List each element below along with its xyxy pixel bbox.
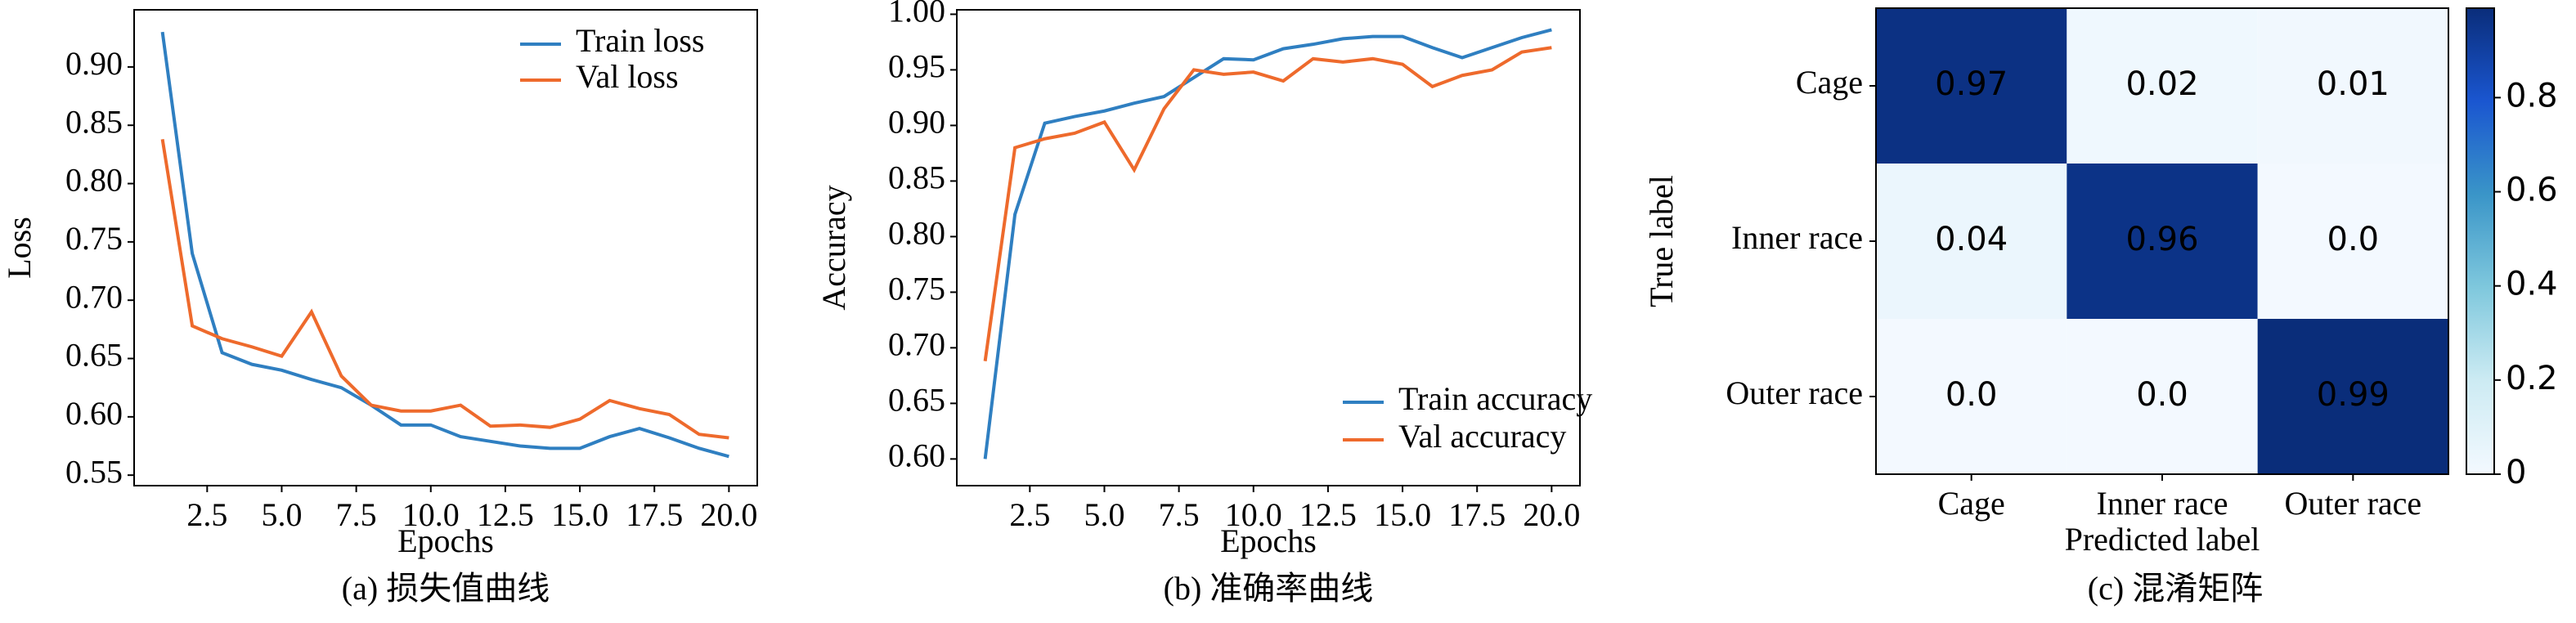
y-tick-label: 0.70 — [888, 326, 945, 363]
line — [983, 46, 1552, 361]
cell-label: 0.04 — [1935, 221, 2008, 258]
x-tick-label: 17.5 — [1448, 496, 1506, 533]
y-tick-label: 0.95 — [888, 48, 945, 85]
heatmap-cell — [2257, 8, 2448, 164]
x-tick-label: 2.5 — [1009, 496, 1050, 533]
y-tick-label: 0.70 — [65, 278, 123, 315]
colorbar-tick-label: 0 — [2506, 454, 2526, 491]
y-tick-label: 0.75 — [65, 220, 123, 257]
x-tick-label: 10.0 — [1225, 496, 1282, 533]
y-tick-label: 0.65 — [888, 382, 945, 419]
x-tick-label: 10.0 — [402, 496, 460, 533]
caption: (b) 准确率曲线 — [1164, 570, 1374, 607]
x-tick-label: 20.0 — [1523, 496, 1580, 533]
x-tick-label: 15.0 — [1374, 496, 1431, 533]
y-tick-label: Outer race — [1726, 374, 1863, 411]
y-tick-label: 1.00 — [888, 0, 945, 29]
cell-label: 0.02 — [2125, 65, 2198, 103]
x-tick-label: 17.5 — [626, 496, 683, 533]
colorbar-tick-label: 0.4 — [2506, 266, 2558, 303]
plot-frame — [133, 9, 758, 486]
cell-label: 0.0 — [2136, 376, 2188, 414]
colorbar — [2466, 7, 2495, 475]
cell-label: 0.01 — [2317, 65, 2390, 103]
line — [983, 28, 1552, 459]
x-tick-label: Inner race — [2097, 485, 2228, 522]
y-tick-label: 0.85 — [888, 159, 945, 196]
heatmap-cell — [1876, 319, 2067, 474]
legend-label: Val accuracy — [1398, 418, 1566, 455]
cell-label: 0.0 — [1945, 376, 1998, 414]
heatmap-cell — [2257, 164, 2448, 319]
x-tick-label: 15.0 — [551, 496, 608, 533]
y-tick-label: 0.60 — [65, 395, 123, 432]
line — [160, 31, 729, 459]
caption: (c) 混淆矩阵 — [2088, 570, 2263, 607]
cell-label: 0.96 — [2125, 221, 2198, 258]
y-axis-label: Accuracy — [815, 185, 852, 310]
x-axis-label: Epochs — [1220, 522, 1317, 559]
x-tick-label: 5.0 — [261, 496, 302, 533]
x-tick-label: 7.5 — [336, 496, 377, 533]
colorbar-tick-label: 0.8 — [2506, 77, 2558, 114]
heatmap-cell — [2067, 8, 2258, 164]
heatmap-cell — [1876, 164, 2067, 319]
plot-frame — [956, 9, 1581, 486]
x-tick-label: Cage — [1938, 485, 2005, 522]
x-tick-label: Outer race — [2285, 485, 2422, 522]
x-axis-label: Predicted label — [2065, 521, 2260, 558]
y-tick-label: 0.65 — [65, 337, 123, 374]
x-tick-label: 7.5 — [1159, 496, 1200, 533]
legend-label: Train loss — [576, 22, 704, 59]
y-tick-label: 0.80 — [888, 215, 945, 252]
cell-label: 0.97 — [1935, 65, 2008, 103]
cell-label: 0.0 — [2327, 221, 2380, 258]
caption: (a) 损失值曲线 — [342, 570, 550, 607]
y-tick-label: 0.60 — [888, 437, 945, 474]
colorbar-tick-label: 0.6 — [2506, 172, 2558, 209]
y-tick-label: 0.80 — [65, 162, 123, 199]
legend-label: Train accuracy — [1398, 380, 1592, 417]
y-axis-label: Loss — [1, 217, 38, 279]
heatmap-cell — [1876, 8, 2067, 164]
x-axis-label: Epochs — [397, 522, 494, 559]
colorbar-tick-label: 0.2 — [2506, 360, 2558, 397]
y-tick-label: 0.75 — [888, 271, 945, 307]
x-tick-label: 12.5 — [1299, 496, 1357, 533]
x-tick-label: 20.0 — [700, 496, 757, 533]
x-tick-label: 12.5 — [477, 496, 534, 533]
heatmap-cell — [2067, 319, 2258, 474]
cell-label: 0.99 — [2317, 376, 2390, 414]
heatmap-cell — [2067, 164, 2258, 319]
y-tick-label: Cage — [1796, 64, 1863, 101]
heatmap-cell — [2257, 319, 2448, 474]
y-tick-label: 0.55 — [65, 453, 123, 490]
x-tick-label: 5.0 — [1084, 496, 1124, 533]
y-tick-label: 0.85 — [65, 103, 123, 140]
y-axis-label: True label — [1643, 175, 1680, 307]
y-tick-label: 0.90 — [888, 104, 945, 141]
y-tick-label: 0.90 — [65, 45, 123, 82]
y-tick-label: Inner race — [1731, 219, 1863, 256]
legend-label: Val loss — [576, 58, 679, 95]
line — [160, 139, 729, 440]
x-tick-label: 2.5 — [186, 496, 227, 533]
